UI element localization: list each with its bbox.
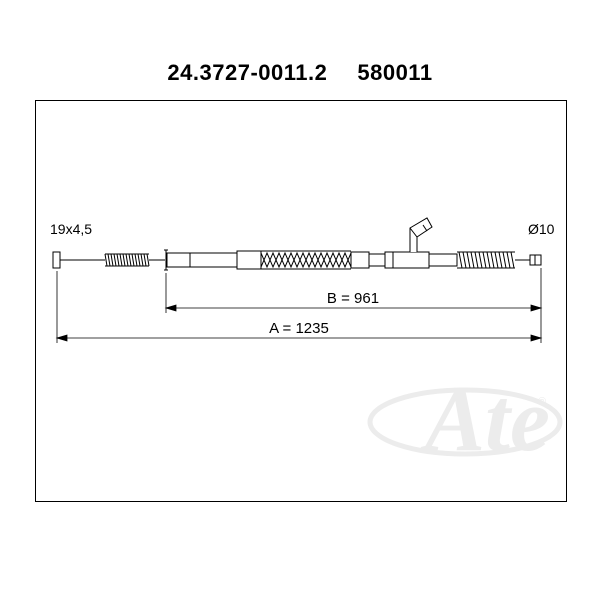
header: 24.3727-0011.2 580011 bbox=[167, 60, 432, 86]
brand-logo: Ate ® bbox=[370, 371, 560, 470]
short-code: 580011 bbox=[357, 60, 432, 86]
cable-diagram: Ate ® 19x4,5 Ø10 bbox=[35, 100, 565, 500]
coil-1 bbox=[105, 254, 149, 266]
sleeve-1 bbox=[237, 251, 261, 269]
dimension-b-label: B = 961 bbox=[327, 290, 379, 307]
part-number: 24.3727-0011.2 bbox=[167, 60, 327, 86]
sheath-1 bbox=[167, 253, 237, 267]
coil-2 bbox=[457, 252, 515, 268]
diagram-container: 24.3727-0011.2 580011 Ate ® 19x4,5 Ø10 bbox=[0, 0, 600, 600]
sleeve-2 bbox=[351, 252, 369, 268]
left-end-label: 19x4,5 bbox=[50, 221, 92, 237]
right-end-label: Ø10 bbox=[528, 221, 555, 237]
sheath-3 bbox=[429, 254, 457, 266]
dimension-a-label: A = 1235 bbox=[269, 320, 329, 337]
sheath-2 bbox=[369, 254, 385, 266]
left-ferrule bbox=[53, 252, 60, 268]
mounting-bracket bbox=[385, 218, 432, 268]
brand-logo-reg: ® bbox=[538, 396, 546, 408]
dimensions: B = 961 A = 1235 bbox=[57, 268, 541, 343]
cable-assembly bbox=[53, 218, 541, 270]
bellows bbox=[261, 251, 351, 269]
